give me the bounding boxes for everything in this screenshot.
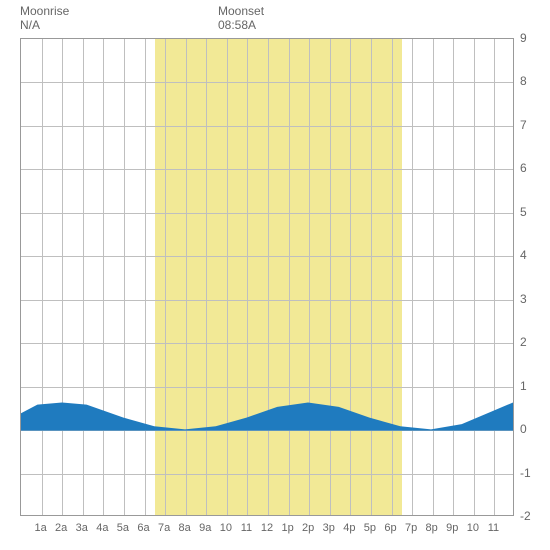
- y-tick: 2: [520, 335, 540, 349]
- x-tick: 12: [261, 522, 273, 550]
- x-tick: 5a: [117, 522, 129, 550]
- x-tick: 8p: [426, 522, 438, 550]
- y-tick: 3: [520, 292, 540, 306]
- y-tick: 1: [520, 379, 540, 393]
- moonrise-label: Moonrise: [20, 4, 69, 18]
- tide-chart: Moonrise N/A Moonset 08:58A 9876543210-1…: [0, 0, 550, 550]
- x-tick: 1p: [281, 522, 293, 550]
- y-tick: 9: [520, 31, 540, 45]
- x-tick: 11: [241, 522, 252, 550]
- y-tick: 4: [520, 248, 540, 262]
- y-tick: 6: [520, 161, 540, 175]
- moonrise-value: N/A: [20, 18, 69, 32]
- y-tick: -2: [520, 509, 540, 523]
- y-tick: 0: [520, 422, 540, 436]
- y-tick: 5: [520, 205, 540, 219]
- x-tick: 9a: [199, 522, 211, 550]
- y-tick: -1: [520, 466, 540, 480]
- x-tick: 6a: [137, 522, 149, 550]
- x-tick: 7a: [158, 522, 170, 550]
- x-tick: 1a: [34, 522, 46, 550]
- moonset-block: Moonset 08:58A: [218, 4, 264, 32]
- x-tick: 5p: [364, 522, 376, 550]
- x-tick: 10: [220, 522, 232, 550]
- x-tick: 2p: [302, 522, 314, 550]
- x-tick: 8a: [179, 522, 191, 550]
- y-tick: 8: [520, 74, 540, 88]
- x-tick: 6p: [384, 522, 396, 550]
- moonset-value: 08:58A: [218, 18, 264, 32]
- tide-series: [21, 39, 513, 515]
- x-tick: 2a: [55, 522, 67, 550]
- moonrise-block: Moonrise N/A: [20, 4, 69, 32]
- y-tick: 7: [520, 118, 540, 132]
- x-tick: 11: [488, 522, 499, 550]
- plot-area: [20, 38, 514, 516]
- x-tick: 3a: [76, 522, 88, 550]
- x-tick: 4p: [343, 522, 355, 550]
- x-tick: 9p: [446, 522, 458, 550]
- moonset-label: Moonset: [218, 4, 264, 18]
- x-tick: 10: [467, 522, 479, 550]
- x-tick: 4a: [96, 522, 108, 550]
- x-tick: 3p: [323, 522, 335, 550]
- x-tick: 7p: [405, 522, 417, 550]
